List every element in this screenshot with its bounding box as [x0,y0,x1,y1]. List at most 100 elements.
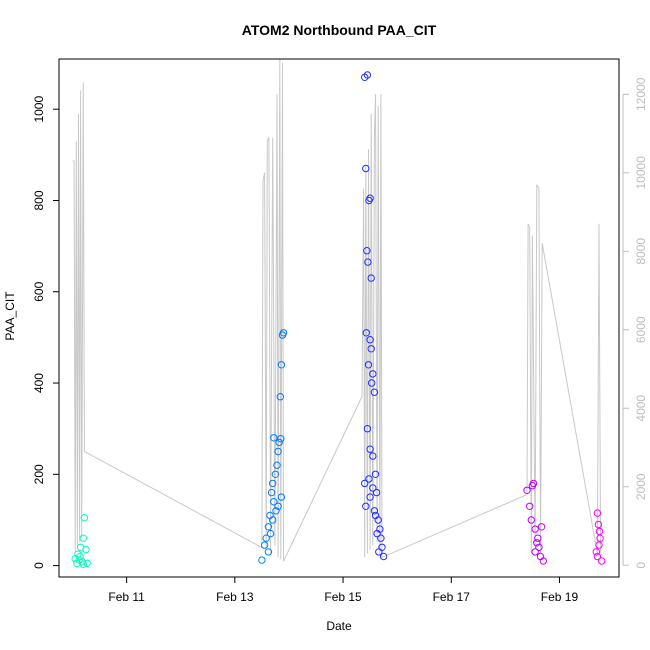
data-point [363,425,372,433]
data-point [527,516,535,524]
data-point [594,520,603,529]
y-axis: 0 200 400 600 800 1000 [32,96,59,569]
data-point [369,452,377,460]
data-point [537,523,546,531]
data-point [368,379,376,387]
data-points-layer [71,71,606,568]
data-point [79,560,88,568]
x-tick-label: Feb 19 [541,590,579,604]
data-point [363,71,372,79]
data-point [71,555,79,563]
x-axis-label: Date [326,619,352,633]
data-point [270,498,278,506]
data-point [367,345,375,353]
data-point [379,552,388,561]
data-point [366,445,374,453]
right-tick-label: 10000 [634,156,648,190]
right-tick-label: 6000 [634,316,648,343]
data-point [592,548,600,556]
data-point [531,525,539,533]
data-point [275,438,283,447]
right-tick-label: 4000 [634,395,648,422]
data-point [362,329,370,337]
data-point [267,488,276,497]
data-point [273,461,281,469]
data-point [276,393,284,401]
data-point [264,523,273,531]
data-point [260,541,269,549]
data-point [271,470,280,478]
right-tick-label: 12000 [634,77,648,111]
data-point [539,557,547,565]
data-point [274,502,282,510]
right-tick-label: 0 [634,562,648,569]
y-axis-label: PAA_CIT [3,291,17,341]
x-tick-label: Feb 17 [433,590,471,604]
data-point [371,511,380,520]
data-point [373,529,381,538]
data-point [269,479,277,488]
y-tick-label: 200 [32,464,46,484]
data-point [361,479,369,488]
data-point [534,534,542,542]
data-point [264,548,273,556]
data-point [529,479,538,488]
data-point [279,329,288,337]
data-point [76,552,84,561]
data-point [372,488,381,497]
data-point [266,529,275,538]
data-point [272,507,280,515]
right-y-axis: 0 2000 4000 6000 8000 10000 12000 [622,77,648,569]
data-point [79,534,88,542]
data-point [270,434,278,442]
data-point [80,514,89,522]
data-point [262,534,270,542]
y-tick-label: 400 [32,373,46,393]
data-point [274,447,282,456]
right-tick-label: 8000 [634,238,648,265]
data-point [598,557,606,565]
data-point [377,534,385,542]
data-point [369,484,377,492]
data-point [277,435,285,443]
data-point [367,274,375,282]
data-point [535,543,543,551]
data-point [526,502,534,510]
x-tick-label: Feb 15 [324,590,362,604]
data-point [593,552,602,561]
data-point [533,539,541,547]
data-point [593,509,602,517]
data-point [277,493,286,501]
secondary-series-line [72,58,602,562]
data-point [365,475,373,483]
data-point [371,470,380,478]
x-axis: Feb 11 Feb 13 Feb 15 Feb 17 Feb 19 [108,577,578,604]
plot-frame [58,58,620,578]
data-point [364,361,373,369]
right-tick-label: 2000 [634,473,648,500]
y-tick-label: 0 [32,562,46,569]
data-point [364,258,372,266]
data-point [370,507,379,515]
y-tick-label: 600 [32,281,46,301]
x-tick-label: Feb 11 [108,590,145,604]
y-tick-label: 1000 [32,96,46,123]
data-point [366,336,374,344]
data-point [366,493,374,501]
x-tick-label: Feb 13 [216,590,254,604]
chart-title: ATOM2 Northbound PAA_CIT [242,22,437,38]
data-point [258,556,266,564]
data-point [531,548,539,556]
data-point [362,164,370,173]
data-point [82,545,90,554]
secondary-series-layer [72,58,602,562]
data-point [269,516,277,524]
data-point [362,502,370,510]
data-point [595,541,603,549]
data-point [83,559,91,567]
data-point [277,361,286,369]
y-tick-label: 800 [32,190,46,210]
data-point [595,527,604,536]
data-point [366,194,374,202]
